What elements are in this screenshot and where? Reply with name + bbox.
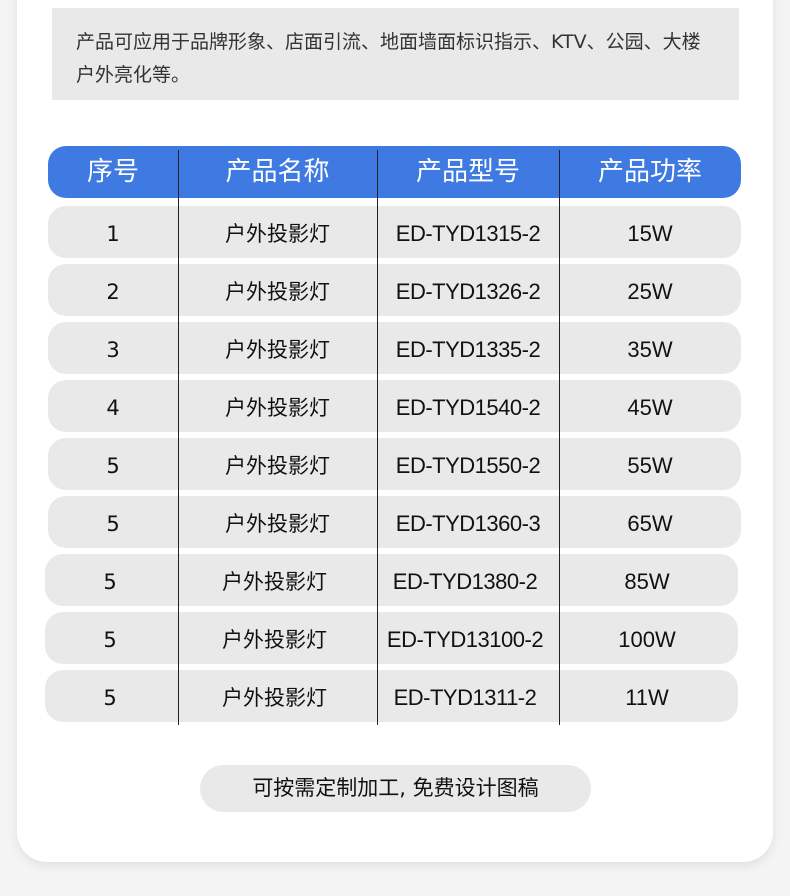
cell-name: 户外投影灯 (225, 396, 330, 420)
cell-index: 5 (106, 454, 120, 478)
cell-name: 户外投影灯 (222, 570, 327, 594)
table-row: 5 户外投影灯 ED-TYD1380-2 85W (45, 554, 738, 606)
cell-model: ED-TYD13100-2 (386, 627, 544, 652)
cell-index: 5 (103, 570, 117, 594)
cell-model: ED-TYD1335-2 (395, 337, 541, 362)
header-model: 产品型号 (415, 157, 520, 187)
cell-power: 55W (627, 453, 673, 478)
column-divider (377, 150, 378, 725)
cell-power: 11W (625, 685, 669, 710)
table-row: 3 户外投影灯 ED-TYD1335-2 35W (48, 322, 741, 374)
cell-model: ED-TYD1380-2 (392, 569, 538, 594)
cell-index: 3 (106, 338, 120, 362)
table-row: 1 户外投影灯 ED-TYD1315-2 15W (48, 206, 741, 258)
header-index: 序号 (86, 157, 139, 187)
cell-index: 5 (106, 512, 120, 536)
table-row: 5 户外投影灯 ED-TYD13100-2 100W (45, 612, 738, 664)
table-header: 序号 产品名称 产品型号 产品功率 (48, 146, 741, 198)
cell-model: ED-TYD1550-2 (395, 453, 541, 478)
cell-index: 5 (103, 628, 117, 652)
cell-name: 户外投影灯 (225, 280, 330, 304)
table-row: 5 户外投影灯 ED-TYD1550-2 55W (48, 438, 741, 490)
cell-power: 45W (627, 395, 673, 420)
cell-name: 户外投影灯 (225, 454, 330, 478)
cell-index: 1 (106, 222, 120, 246)
cell-model: ED-TYD1326-2 (395, 279, 541, 304)
column-divider (559, 150, 560, 725)
cell-name: 户外投影灯 (225, 512, 330, 536)
cell-model: ED-TYD1311-2 (393, 685, 537, 710)
cell-power: 85W (624, 569, 670, 594)
header-power: 产品功率 (597, 157, 702, 187)
cell-index: 5 (103, 686, 117, 710)
cell-power: 100W (618, 627, 676, 652)
cell-index: 4 (106, 396, 120, 420)
cell-power: 25W (627, 279, 673, 304)
cell-index: 2 (106, 280, 120, 304)
cell-power: 15W (627, 221, 673, 246)
table-row: 5 户外投影灯 ED-TYD1311-2 11W (45, 670, 738, 722)
cell-name: 户外投影灯 (222, 686, 327, 710)
cell-name: 户外投影灯 (225, 222, 330, 246)
table-row: 2 户外投影灯 ED-TYD1326-2 25W (48, 264, 741, 316)
header-name: 产品名称 (225, 157, 330, 187)
custom-design-button[interactable]: 可按需定制加工, 免费设计图稿 (200, 765, 591, 812)
cell-model: ED-TYD1315-2 (395, 221, 541, 246)
cell-name: 户外投影灯 (225, 338, 330, 362)
table-row: 4 户外投影灯 ED-TYD1540-2 45W (48, 380, 741, 432)
intro-text: 产品可应用于品牌形象、店面引流、地面墙面标识指示、KTV、公园、大楼户外亮化等。 (52, 8, 739, 100)
column-divider (178, 150, 179, 725)
cell-name: 户外投影灯 (222, 628, 327, 652)
table-row: 5 户外投影灯 ED-TYD1360-3 65W (48, 496, 741, 548)
cell-model: ED-TYD1360-3 (395, 511, 541, 536)
cell-model: ED-TYD1540-2 (395, 395, 541, 420)
cell-power: 35W (627, 337, 673, 362)
cell-power: 65W (627, 511, 673, 536)
